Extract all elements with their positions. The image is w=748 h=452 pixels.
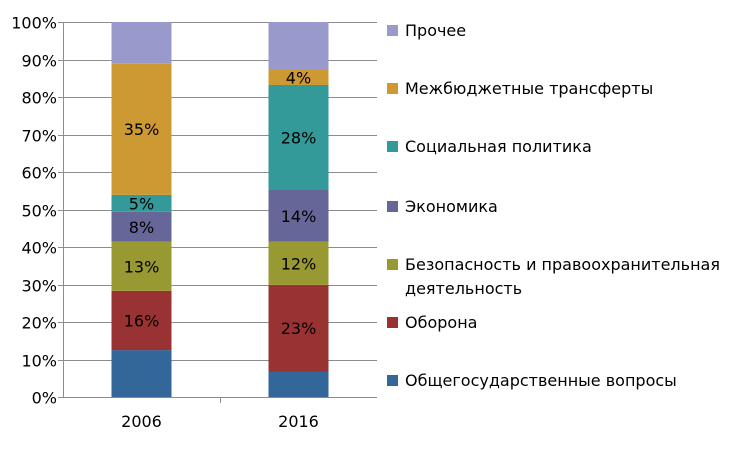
legend-label: деятельность <box>405 279 522 298</box>
data-label: 35% <box>124 120 160 139</box>
legend-label: Безопасность и правоохранительная <box>405 255 720 274</box>
y-tick-label: 30% <box>21 277 57 296</box>
bar-segment <box>111 290 172 351</box>
bar-segment <box>268 371 329 397</box>
bar-segment <box>111 63 172 195</box>
data-label: 23% <box>281 319 317 338</box>
bar-segment <box>268 190 329 242</box>
legend-item: Безопасность и правоохранительная деятель… <box>387 255 720 298</box>
legend-swatch <box>387 317 398 328</box>
legend-label: Социальная политика <box>405 137 592 156</box>
legend-item: Экономика <box>387 197 498 216</box>
y-tick-label: 70% <box>21 127 57 146</box>
data-label: 12% <box>281 254 317 273</box>
legend-item: Прочее <box>387 21 466 40</box>
data-label: 14% <box>281 207 317 226</box>
legend-label: Межбюджетные трансферты <box>405 79 653 98</box>
legend-label: Прочее <box>405 21 466 40</box>
legend-swatch <box>387 83 398 94</box>
bar-segment <box>268 85 329 190</box>
bar-segment <box>268 70 329 85</box>
y-tick-label: 0% <box>32 389 57 408</box>
bar-segment <box>268 284 329 372</box>
y-tick-label: 100% <box>11 14 57 33</box>
legend-item: Оборона <box>387 313 477 332</box>
legend-label: Общегосударственные вопросы <box>405 371 677 390</box>
data-label: 16% <box>124 312 160 331</box>
data-label: 8% <box>129 218 154 237</box>
data-label: 4% <box>286 69 311 88</box>
y-tick-label: 40% <box>21 239 57 258</box>
legend-swatch <box>387 375 398 386</box>
legend-swatch <box>387 259 398 270</box>
legend-swatch <box>387 201 398 212</box>
legend-swatch <box>387 25 398 36</box>
bar-segment <box>111 350 172 397</box>
legend-swatch <box>387 141 398 152</box>
legend-item: Общегосударственные вопросы <box>387 371 677 390</box>
y-tick-label: 10% <box>21 352 57 371</box>
y-tick-label: 90% <box>21 52 57 71</box>
bar-segment <box>111 22 172 64</box>
data-label: 28% <box>281 129 317 148</box>
data-label: 13% <box>124 257 160 276</box>
bar-segment <box>111 194 172 212</box>
legend-label: Экономика <box>405 197 498 216</box>
bar-segment <box>268 22 329 70</box>
bar-segment <box>111 211 172 242</box>
bar-segment <box>111 241 172 291</box>
y-tick-label: 20% <box>21 314 57 333</box>
y-tick-label: 80% <box>21 89 57 108</box>
x-tick-label: 2016 <box>278 412 319 431</box>
bar-segment <box>268 241 329 285</box>
legend-label: Оборона <box>405 313 477 332</box>
y-tick-label: 50% <box>21 202 57 221</box>
data-label: 5% <box>129 194 154 213</box>
legend-item: Межбюджетные трансферты <box>387 79 653 98</box>
legend-item: Социальная политика <box>387 137 592 156</box>
y-tick-label: 60% <box>21 164 57 183</box>
x-tick-label: 2006 <box>121 412 162 431</box>
